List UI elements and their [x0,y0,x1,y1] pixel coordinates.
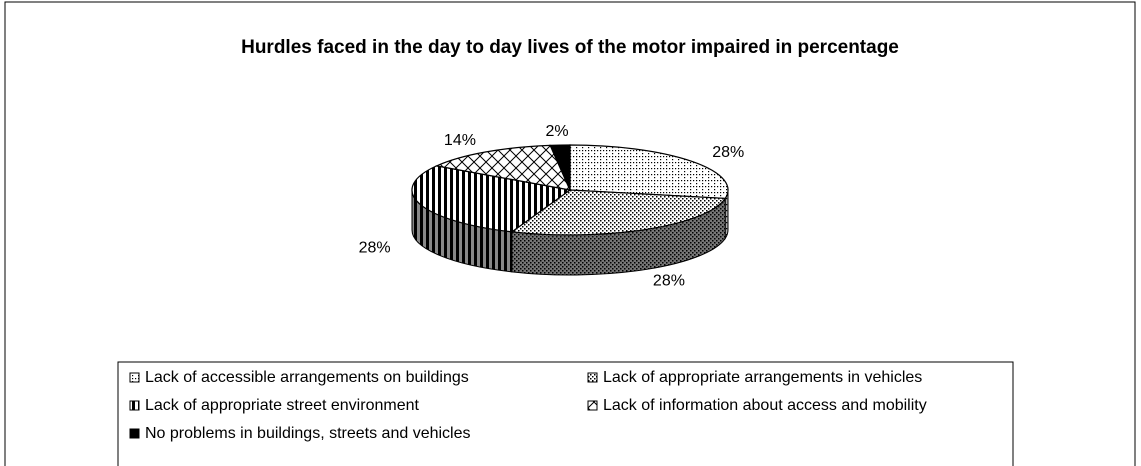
legend-box [117,361,1014,466]
legend-label: Lack of accessible arrangements on build… [145,369,469,386]
pie-slice [411,165,572,233]
data-label: 2% [546,123,569,140]
legend-marker [129,372,140,383]
chart-title: Hurdles faced in the day to day lives of… [241,37,899,58]
data-label: 28% [653,272,685,289]
legend-marker [129,400,140,411]
legend-label: Lack of information about access and mob… [603,397,927,414]
data-label: 28% [359,239,391,256]
data-label: 14% [444,132,476,149]
data-label: 28% [712,144,744,161]
legend-label: No problems in buildings, streets and ve… [145,425,471,442]
legend-marker [587,372,598,383]
legend-label: Lack of appropriate arrangements in vehi… [603,369,922,386]
pie-slice [434,144,572,191]
legend-marker [129,428,140,439]
legend-label: Lack of appropriate street environment [145,397,419,414]
pie-slice [569,144,729,200]
pie-slice [510,189,727,236]
legend-marker [587,400,598,411]
chart-frame [4,1,1136,466]
pie-slice [549,144,571,191]
